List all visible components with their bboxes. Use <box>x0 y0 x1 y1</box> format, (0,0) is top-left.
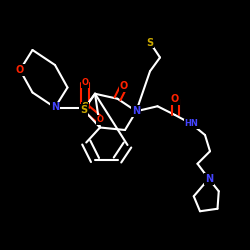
Text: O: O <box>171 94 179 104</box>
Text: S: S <box>80 105 87 115</box>
Text: HN: HN <box>184 119 198 128</box>
Text: O: O <box>16 65 24 75</box>
Text: O: O <box>82 78 88 87</box>
Text: S: S <box>146 38 154 48</box>
Text: N: N <box>51 102 59 113</box>
Text: N: N <box>205 174 213 184</box>
Text: S: S <box>82 102 88 113</box>
Text: O: O <box>96 116 103 124</box>
Text: O: O <box>120 81 128 91</box>
Text: N: N <box>132 106 140 116</box>
